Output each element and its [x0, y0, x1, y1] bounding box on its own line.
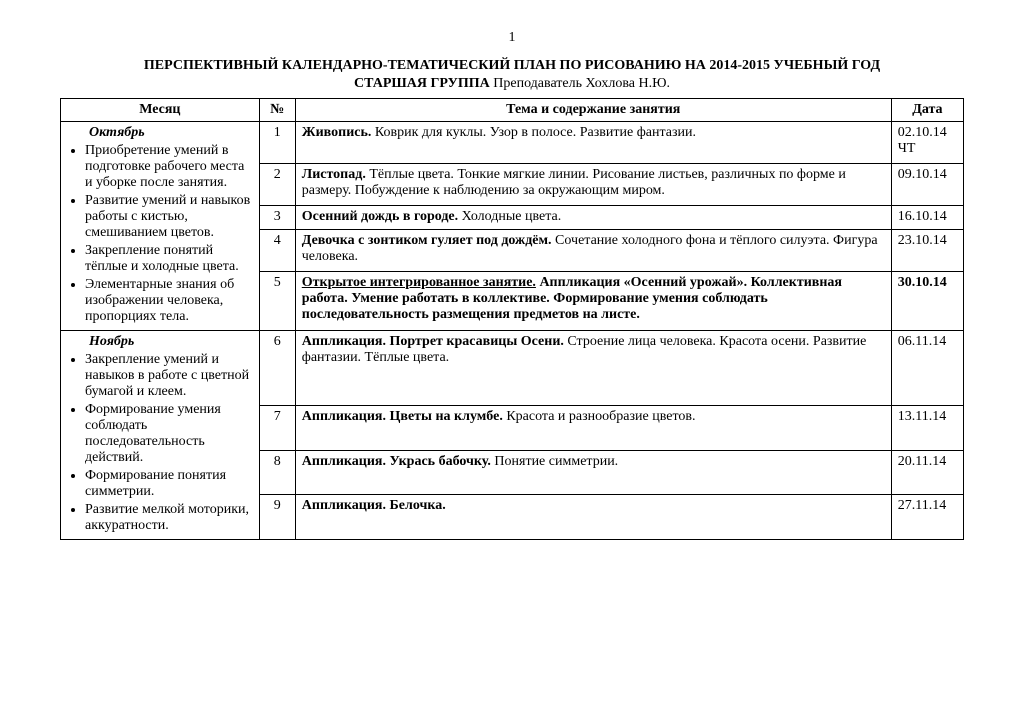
header-date: Дата: [891, 99, 963, 122]
month-cell: Ноябрь Закрепление умений и навыков в раб…: [61, 331, 260, 540]
month-name: Ноябрь: [89, 334, 253, 350]
month-name: Октябрь: [89, 125, 253, 141]
subtitle-group: СТАРШАЯ ГРУППА: [354, 76, 490, 91]
lesson-topic: Аппликация. Укрась бабочку. Понятие симм…: [295, 450, 891, 495]
goal-item: Элементарные знания об изображении челов…: [85, 277, 253, 325]
lesson-number: 4: [259, 230, 295, 272]
lesson-date: 02.10.14 ЧТ: [891, 122, 963, 164]
lesson-number: 6: [259, 331, 295, 406]
lesson-topic: Осенний дождь в городе. Холодные цвета.: [295, 205, 891, 230]
header-month: Месяц: [61, 99, 260, 122]
lesson-number: 8: [259, 450, 295, 495]
lesson-topic: Листопад. Тёплые цвета. Тонкие мягкие ли…: [295, 163, 891, 205]
lesson-topic: Открытое интегрированное занятие. Апплик…: [295, 272, 891, 331]
lesson-date: 16.10.14: [891, 205, 963, 230]
goal-item: Формирование умения соблюдать последоват…: [85, 402, 253, 466]
header-row: Месяц № Тема и содержание занятия Дата: [61, 99, 964, 122]
month-goals: Приобретение умений в подготовке рабочег…: [85, 143, 253, 325]
lesson-topic: Аппликация. Цветы на клумбе. Красота и р…: [295, 406, 891, 451]
lesson-date: 13.11.14: [891, 406, 963, 451]
subtitle-teacher: Преподаватель Хохлова Н.Ю.: [490, 76, 670, 91]
goal-item: Развитие умений и навыков работы с кисть…: [85, 193, 253, 241]
lesson-date: 20.11.14: [891, 450, 963, 495]
lesson-date: 27.11.14: [891, 495, 963, 540]
page-number: 1: [60, 30, 964, 46]
lesson-date: 09.10.14: [891, 163, 963, 205]
lesson-number: 2: [259, 163, 295, 205]
month-cell: Октябрь Приобретение умений в подготовке …: [61, 122, 260, 331]
goal-item: Развитие мелкой моторики, аккуратности.: [85, 502, 253, 534]
lesson-number: 9: [259, 495, 295, 540]
table-row: Ноябрь Закрепление умений и навыков в раб…: [61, 331, 964, 406]
lesson-topic: Девочка с зонтиком гуляет под дождём. Со…: [295, 230, 891, 272]
lesson-topic: Живопись. Коврик для куклы. Узор в полос…: [295, 122, 891, 164]
lesson-number: 5: [259, 272, 295, 331]
lesson-topic: Аппликация. Портрет красавицы Осени. Стр…: [295, 331, 891, 406]
header-num: №: [259, 99, 295, 122]
goal-item: Формирование понятия симметрии.: [85, 468, 253, 500]
header-topic: Тема и содержание занятия: [295, 99, 891, 122]
month-goals: Закрепление умений и навыков в работе с …: [85, 352, 253, 534]
subtitle: СТАРШАЯ ГРУППА Преподаватель Хохлова Н.Ю…: [60, 76, 964, 92]
goal-item: Закрепление понятий тёплые и холодные цв…: [85, 243, 253, 275]
lesson-date: 30.10.14: [891, 272, 963, 331]
lesson-topic: Аппликация. Белочка.: [295, 495, 891, 540]
table-row: ОктябрьПриобретение умений в подготовке …: [61, 122, 964, 164]
lesson-number: 7: [259, 406, 295, 451]
lesson-number: 3: [259, 205, 295, 230]
goal-item: Закрепление умений и навыков в работе с …: [85, 352, 253, 400]
lesson-date: 06.11.14: [891, 331, 963, 406]
goal-item: Приобретение умений в подготовке рабочег…: [85, 143, 253, 191]
plan-table: Месяц № Тема и содержание занятия Дата О…: [60, 98, 964, 540]
lesson-number: 1: [259, 122, 295, 164]
main-title: ПЕРСПЕКТИВНЫЙ КАЛЕНДАРНО-ТЕМАТИЧЕСКИЙ ПЛ…: [60, 58, 964, 74]
lesson-date: 23.10.14: [891, 230, 963, 272]
